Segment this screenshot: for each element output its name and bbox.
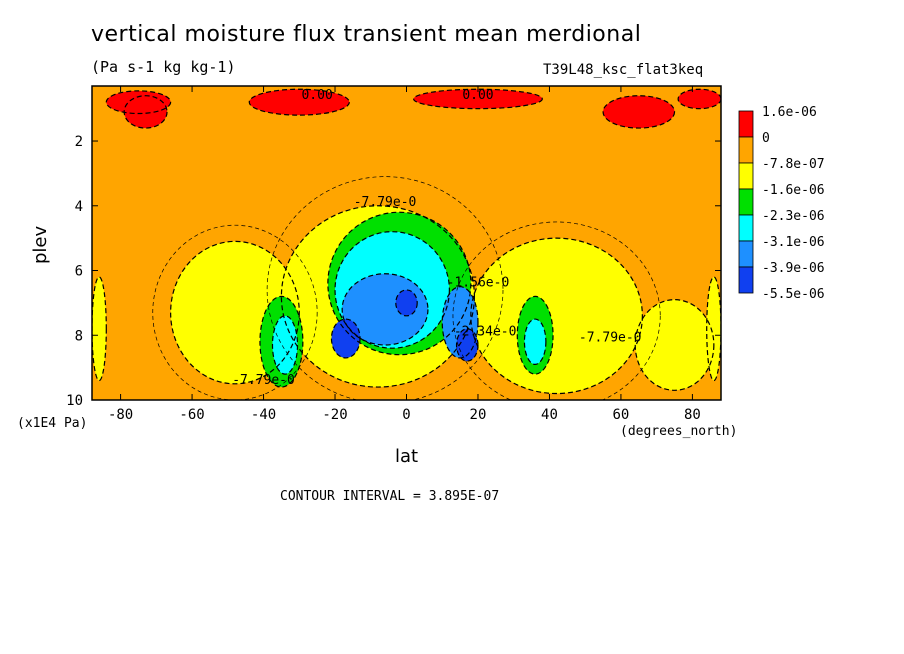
y-tick-label: 4: [75, 199, 83, 215]
contour-line--1.6e-06-0: [327, 211, 472, 356]
contour-fill--7.8e-07-5: [706, 277, 721, 381]
x-tick-label: -60: [179, 407, 204, 423]
contour-line--2.3e-06-0: [334, 231, 450, 349]
legend-swatch-4: [738, 214, 754, 242]
contour-fill--7.8e-07-3: [635, 299, 714, 391]
contour-line--3.1e-06-1: [441, 286, 479, 359]
contour-line--7.8e-07-0: [170, 240, 300, 385]
contour-line-outer-2: [452, 221, 661, 400]
contour-fill-1.6e-06-1: [124, 95, 168, 129]
contour-line--7.8e-07-3: [634, 299, 715, 391]
contour-line-outer-1: [266, 176, 504, 400]
x-tick-label: -40: [251, 407, 276, 423]
contour-line--1.6e-06-2: [516, 295, 554, 375]
x-tick-label: 0: [402, 407, 410, 423]
contour-fill-1.6e-06-5: [678, 89, 721, 109]
contour-fill--3.9e-06-0: [331, 319, 361, 358]
x-axis: -80 -60 -40 -20 0 20 40 60 80: [108, 86, 701, 423]
contour-label-5: -7.79e-0: [579, 331, 642, 346]
y-tick-label: 8: [75, 328, 83, 344]
contour-label-0: 0.00: [301, 88, 332, 103]
contour-line-1.6e-06-1: [123, 95, 168, 129]
y-tick-label: 2: [75, 134, 83, 150]
legend-label-1: 0: [762, 131, 770, 146]
legend-label-0: 1.6e-06: [762, 105, 817, 120]
contour-line--7.8e-07-1: [280, 205, 476, 388]
chart-units: (Pa s-1 kg kg-1): [91, 58, 236, 76]
contour-line-1.6e-06-4: [602, 95, 676, 129]
contour-fill--7.8e-07-4: [92, 276, 107, 381]
legend-label-6: -3.9e-06: [762, 261, 825, 276]
legend-swatch-2: [738, 162, 754, 190]
contour-label-6: -7.79e-0: [232, 373, 295, 388]
y-axis-title: plev: [30, 225, 51, 264]
chart-title: vertical moisture flux transient mean me…: [91, 22, 642, 47]
contour-line-1.6e-06-3: [413, 88, 543, 110]
contour-fill--3.9e-06-1: [456, 328, 478, 362]
legend-swatch-6: [738, 266, 754, 294]
legend-label-2: -7.8e-07: [762, 157, 825, 172]
x-tick-label: 60: [613, 407, 630, 423]
y-axis: 2 4 6 8 10: [66, 134, 721, 409]
contour-line-1.6e-06-0: [105, 90, 172, 115]
contour-line--2.3e-06-2: [523, 318, 547, 365]
contour-label-4: -2.34e-0: [454, 324, 517, 339]
x-axis-title: lat: [395, 446, 419, 467]
contour-fill-1.6e-06-2: [249, 89, 350, 116]
x-tick-label: 40: [541, 407, 558, 423]
contour-line-1.6e-06-5: [677, 88, 721, 110]
contour-fill-1.6e-06-4: [603, 95, 675, 129]
legend-swatch-1: [738, 136, 754, 164]
contour-line--3.9e-06-0: [330, 318, 361, 359]
legend-label-5: -3.1e-06: [762, 235, 825, 250]
contour-fill--7.8e-07-2: [470, 238, 643, 394]
contour-interval: CONTOUR INTERVAL = 3.895E-07: [280, 489, 500, 504]
contour-line--1.6e-06-1: [259, 295, 304, 388]
x-tick-label: -80: [108, 407, 133, 423]
contour-line--3.1e-06-0: [341, 273, 429, 346]
colorbar-legend: 1.6e-06 0 -7.8e-07 -1.6e-06 -2.3e-06 -3.1e-06…: [738, 105, 825, 302]
contour-label-1: 0.00: [462, 88, 493, 103]
contour-line--3.9e-06-2: [395, 289, 418, 317]
contour-fill-1.6e-06-3: [413, 89, 543, 109]
legend-label-7: -5.5e-06: [762, 287, 825, 302]
legend-swatch-0: [738, 110, 754, 138]
contour-fill--3.9e-06-2: [395, 289, 418, 316]
contour-label-2: -7.79e-0: [354, 195, 417, 210]
x-tick-label: 20: [470, 407, 487, 423]
contour-line-1.6e-06-2: [248, 88, 350, 116]
contour-fill--2.3e-06-1: [272, 315, 298, 375]
run-label: T39L48_ksc_flat3keq: [543, 62, 704, 78]
legend-label-4: -2.3e-06: [762, 209, 825, 224]
y-unit-label: (x1E4 Pa): [17, 416, 88, 431]
legend-swatch-5: [738, 240, 754, 268]
plot-area: 0.00 0.00 -7.79e-0 -1.56e-0 -2.34e-0 -7.79e-0…: [91, 85, 722, 401]
contour-line--3.9e-06-1: [455, 328, 479, 362]
contour-line--2.3e-06-1: [271, 315, 299, 375]
x-tick-label: 80: [684, 407, 701, 423]
y-tick-label: 10: [66, 393, 83, 409]
legend-label-3: -1.6e-06: [762, 183, 825, 198]
y-tick-label: 6: [75, 264, 83, 280]
contour-line--7.8e-07-2: [470, 237, 643, 395]
contour-line--7.8e-07-4: [92, 276, 107, 382]
legend-swatch-3: [738, 188, 754, 216]
x-unit-label: (degrees_north): [620, 424, 738, 439]
contour-fill--2.3e-06-2: [524, 319, 546, 365]
x-tick-label: -20: [322, 407, 347, 423]
contour-line--7.8e-07-5: [706, 276, 721, 382]
contour-label-3: -1.56e-0: [447, 276, 510, 291]
